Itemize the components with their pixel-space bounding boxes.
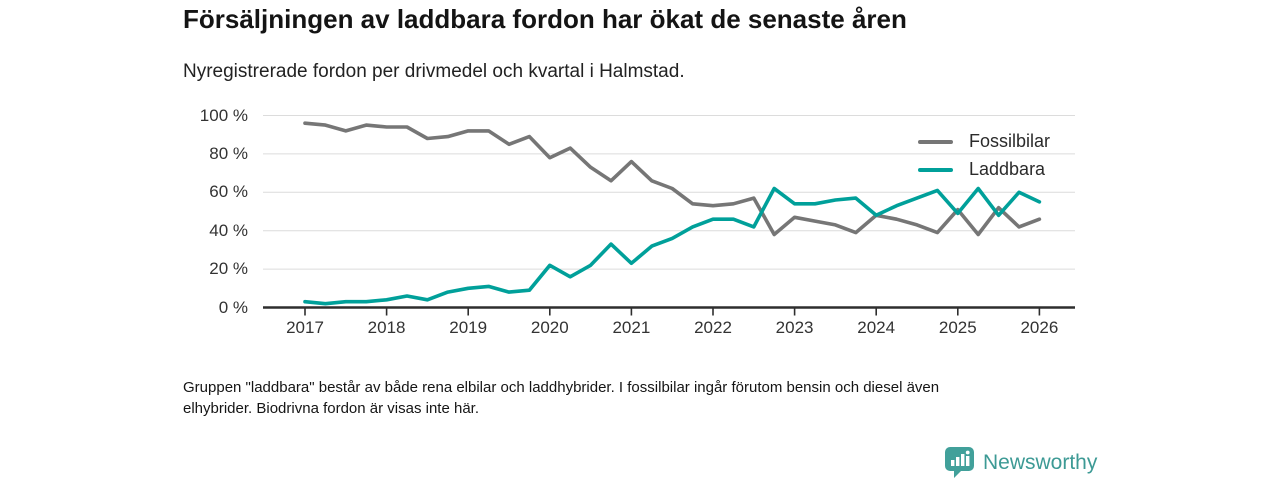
chart-title: Försäljningen av laddbara fordon har öka… [183,4,907,34]
legend-label-fossilbilar: Fossilbilar [969,131,1051,151]
x-axis-label: 2023 [775,318,814,337]
y-axis-label: 100 % [199,105,248,125]
logo-bar-tall [961,454,965,466]
legend-item-laddbara: Laddbara [918,159,1050,180]
logo-exclamation-dot [965,450,970,455]
x-axis-label: 2018 [367,318,406,337]
series-line-laddbara [303,186,1042,306]
y-axis-label: 60 % [209,182,248,202]
footnote-line-1: Gruppen "laddbara" består av både rena e… [183,379,940,396]
y-axis-label: 40 % [209,220,248,240]
bar-chart-pin-icon [945,447,974,478]
series-line-fossilbilar [303,121,1042,237]
y-axis-label: 80 % [209,143,248,163]
fossilbilar-line-swatch [918,139,953,144]
x-axis-label: 2025 [938,318,977,337]
logo-exclamation-bar [966,456,970,466]
newsworthy-logo: Newsworthy [944,446,1097,479]
legend-item-fossilbilar: Fossilbilar [918,131,1050,152]
chart-legend: Fossilbilar Laddbara [918,131,1050,180]
x-axis-label: 2021 [612,318,651,337]
x-axis-label: 2017 [286,318,324,337]
x-axis-label: 2019 [449,318,488,337]
laddbara-line-swatch [918,167,953,172]
logo-bar-medium [956,457,960,466]
x-axis-label: 2022 [694,318,732,337]
logo-text: Newsworthy [983,450,1098,474]
chart-subtitle: Nyregistrerade fordon per drivmedel och … [183,61,685,82]
x-axis-label: 2020 [530,318,569,337]
footnote-line-2: elhybrider. Biodrivna fordon är visas in… [183,400,479,417]
chart-footnote: Gruppen "laddbara" består av både rena e… [183,377,1083,419]
logo-bar-small [951,460,955,466]
y-axis-label: 20 % [209,259,248,279]
x-axis-label: 2026 [1020,318,1059,337]
y-axis-label: 0 % [218,297,248,317]
x-axis-label: 2024 [857,318,896,337]
legend-label-laddbara: Laddbara [969,159,1046,179]
